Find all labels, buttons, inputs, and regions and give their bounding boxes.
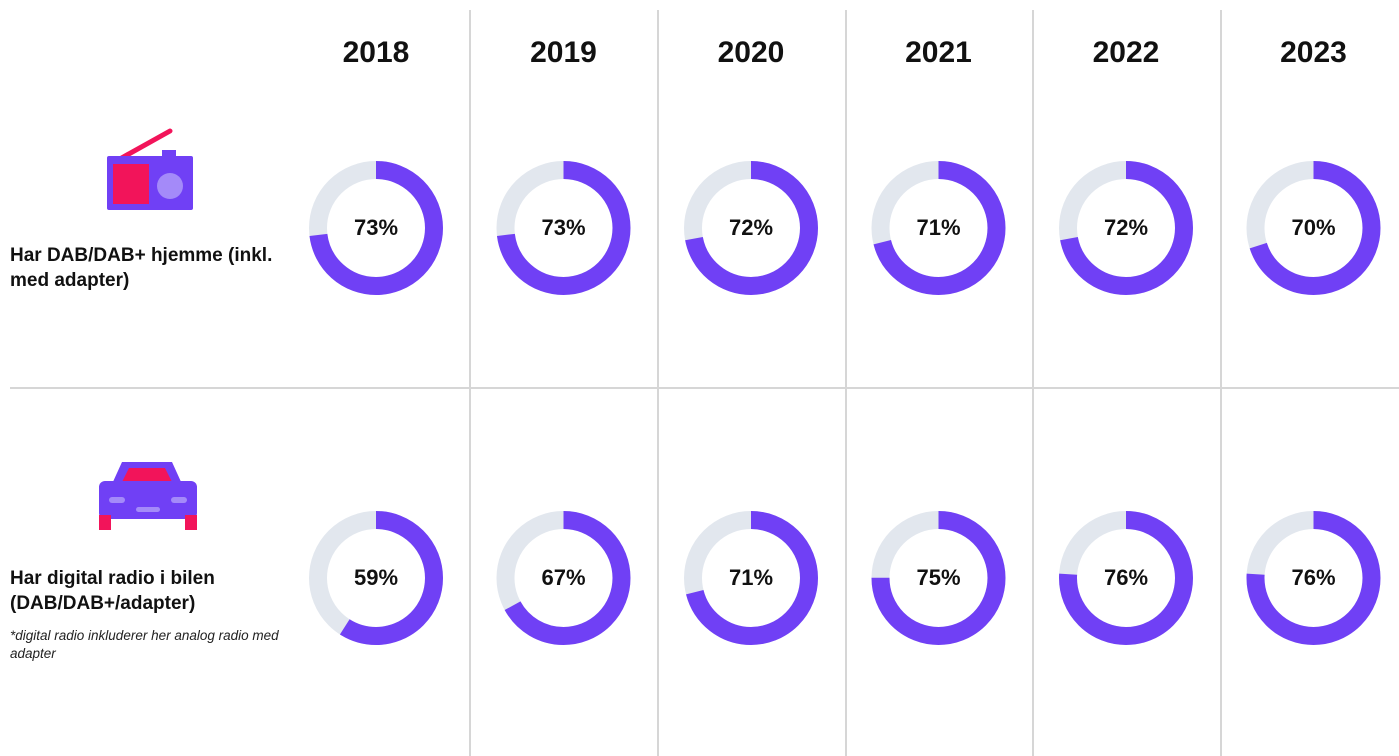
donut-arc: [1246, 511, 1381, 645]
donut-arc: [684, 161, 818, 295]
radio-icon: [107, 128, 193, 210]
donut-arc: [1059, 511, 1193, 645]
value-label: 72%: [729, 215, 773, 240]
car-icon: [99, 462, 197, 530]
value-label: 70%: [1291, 215, 1335, 240]
value-label: 72%: [1104, 215, 1148, 240]
donut-arc: [871, 511, 1006, 645]
note: *digital radio inkluderer her analog rad…: [10, 628, 279, 661]
value-label: 76%: [1104, 565, 1148, 590]
year-header: 2018: [342, 36, 410, 69]
value-label: 75%: [916, 565, 960, 590]
donut-arc: [871, 161, 1006, 295]
value-label: 71%: [916, 215, 960, 240]
donut-arc: [309, 511, 443, 645]
donut-arc: [496, 511, 631, 645]
donut-arc: [1059, 161, 1193, 295]
value-label: 73%: [354, 215, 398, 240]
donut-arc: [1246, 161, 1381, 295]
value-label: 76%: [1291, 565, 1335, 590]
year-header: 2023: [1280, 36, 1347, 69]
donut-arc: [496, 161, 631, 295]
value-label: 59%: [354, 565, 398, 590]
year-header: 2022: [1092, 36, 1160, 69]
row-title: Har DAB/DAB+ hjemme (inkl. med adapter): [10, 245, 273, 291]
year-header: 2019: [530, 36, 597, 69]
value-label: 71%: [729, 565, 773, 590]
value-label: 73%: [541, 215, 585, 240]
year-header: 2020: [717, 36, 785, 69]
year-header: 2021: [905, 36, 972, 69]
donut-arc: [684, 511, 818, 645]
donut-arc: [309, 161, 443, 295]
row-title: Har digital radio i bilen (DAB/DAB+/adap…: [10, 568, 215, 614]
dividers: [10, 10, 1399, 756]
value-label: 67%: [541, 565, 585, 590]
